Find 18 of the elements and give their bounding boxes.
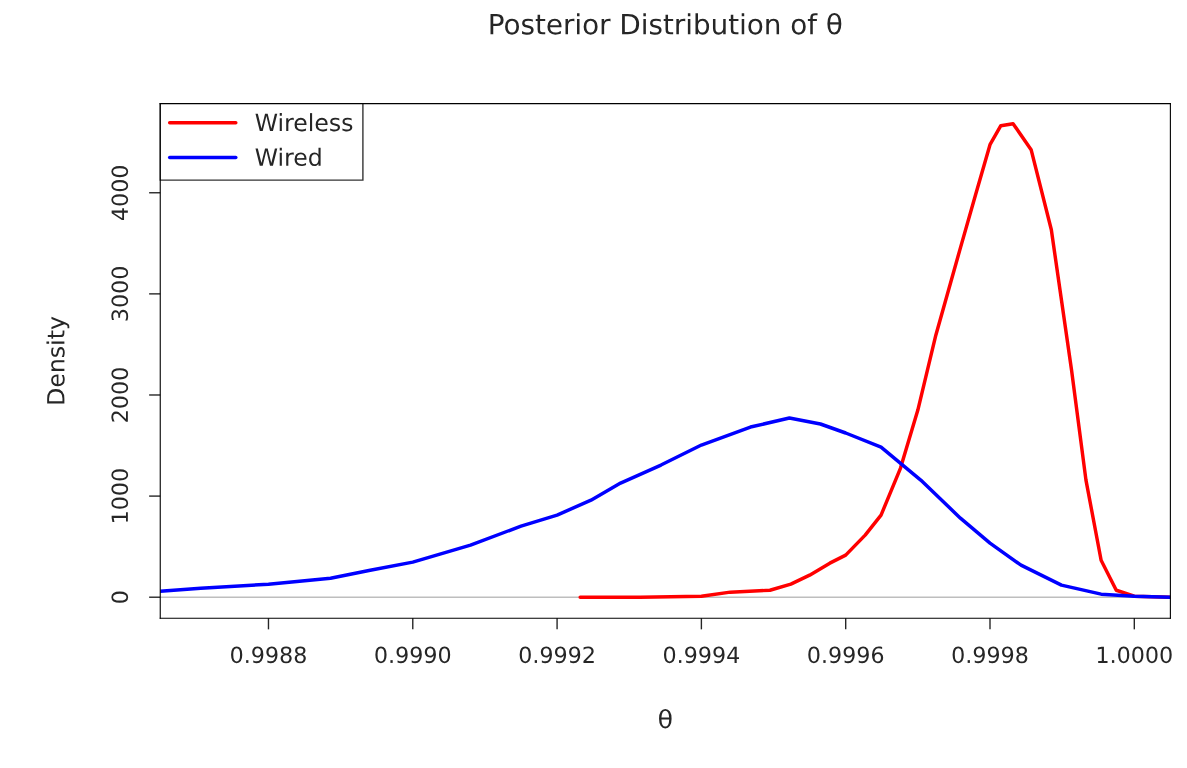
chart-title: Posterior Distribution of θ: [490, 12, 842, 35]
legend-label: Wired: [255, 147, 321, 167]
y-tick-label: 3000: [111, 267, 129, 321]
x-tick-label: 0.9990: [375, 646, 451, 664]
y-tick-label: 0: [111, 591, 129, 603]
x-axis-title: θ: [659, 709, 672, 729]
line-series: [160, 416, 1171, 599]
x-tick-label: 0.9988: [231, 646, 306, 664]
x-tick-label: 0.9994: [663, 646, 740, 664]
x-tick-label: 1.0000: [1097, 646, 1172, 664]
y-tick-label: 4000: [111, 165, 129, 220]
x-tick-label: 0.9992: [519, 646, 594, 664]
y-axis-title: Density: [46, 316, 70, 404]
y-tick-label: 1000: [111, 469, 129, 522]
x-tick-label: 0.9998: [952, 646, 1028, 664]
x-tick-label: 0.9996: [808, 646, 884, 664]
y-tick-label: 2000: [111, 368, 129, 422]
legend-label: Wireless: [255, 113, 353, 132]
